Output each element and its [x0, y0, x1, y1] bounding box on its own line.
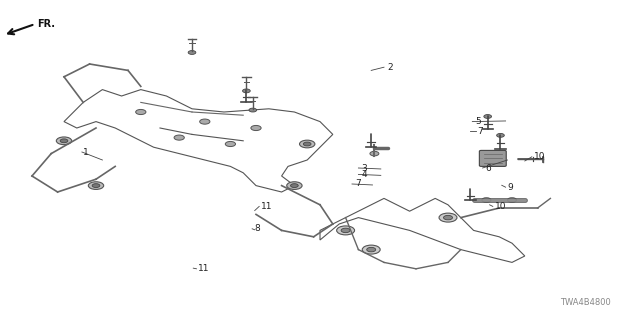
- Circle shape: [300, 140, 315, 148]
- Circle shape: [60, 139, 68, 143]
- Text: 9: 9: [508, 183, 513, 192]
- Text: 1: 1: [83, 148, 89, 156]
- Circle shape: [92, 184, 100, 188]
- Text: 4: 4: [362, 170, 367, 179]
- Text: FR.: FR.: [37, 19, 55, 29]
- Circle shape: [291, 184, 298, 188]
- Circle shape: [287, 182, 302, 189]
- Text: 8: 8: [254, 224, 260, 233]
- Circle shape: [56, 137, 72, 145]
- Circle shape: [341, 228, 350, 233]
- Circle shape: [243, 89, 250, 93]
- Text: 5: 5: [475, 117, 481, 126]
- Circle shape: [439, 213, 457, 222]
- Circle shape: [303, 142, 311, 146]
- Text: 10: 10: [495, 202, 506, 211]
- Circle shape: [200, 119, 210, 124]
- Circle shape: [370, 151, 379, 156]
- Text: 7: 7: [355, 180, 361, 188]
- Text: 2: 2: [387, 63, 393, 72]
- Text: 11: 11: [198, 264, 210, 273]
- Text: 6: 6: [485, 164, 491, 172]
- Circle shape: [251, 125, 261, 131]
- Text: 11: 11: [261, 202, 273, 211]
- Circle shape: [367, 247, 376, 252]
- Circle shape: [482, 198, 491, 202]
- Circle shape: [444, 215, 452, 220]
- Circle shape: [225, 141, 236, 147]
- Circle shape: [337, 226, 355, 235]
- Circle shape: [88, 182, 104, 189]
- FancyBboxPatch shape: [479, 150, 506, 166]
- Circle shape: [249, 108, 257, 112]
- Circle shape: [136, 109, 146, 115]
- Text: TWA4B4800: TWA4B4800: [561, 298, 611, 307]
- Circle shape: [497, 133, 504, 137]
- Text: 3: 3: [362, 164, 367, 172]
- Text: 7: 7: [477, 127, 483, 136]
- Circle shape: [484, 115, 492, 118]
- Circle shape: [188, 51, 196, 54]
- Circle shape: [174, 135, 184, 140]
- Text: 10: 10: [534, 152, 546, 161]
- Circle shape: [508, 198, 516, 202]
- Circle shape: [362, 245, 380, 254]
